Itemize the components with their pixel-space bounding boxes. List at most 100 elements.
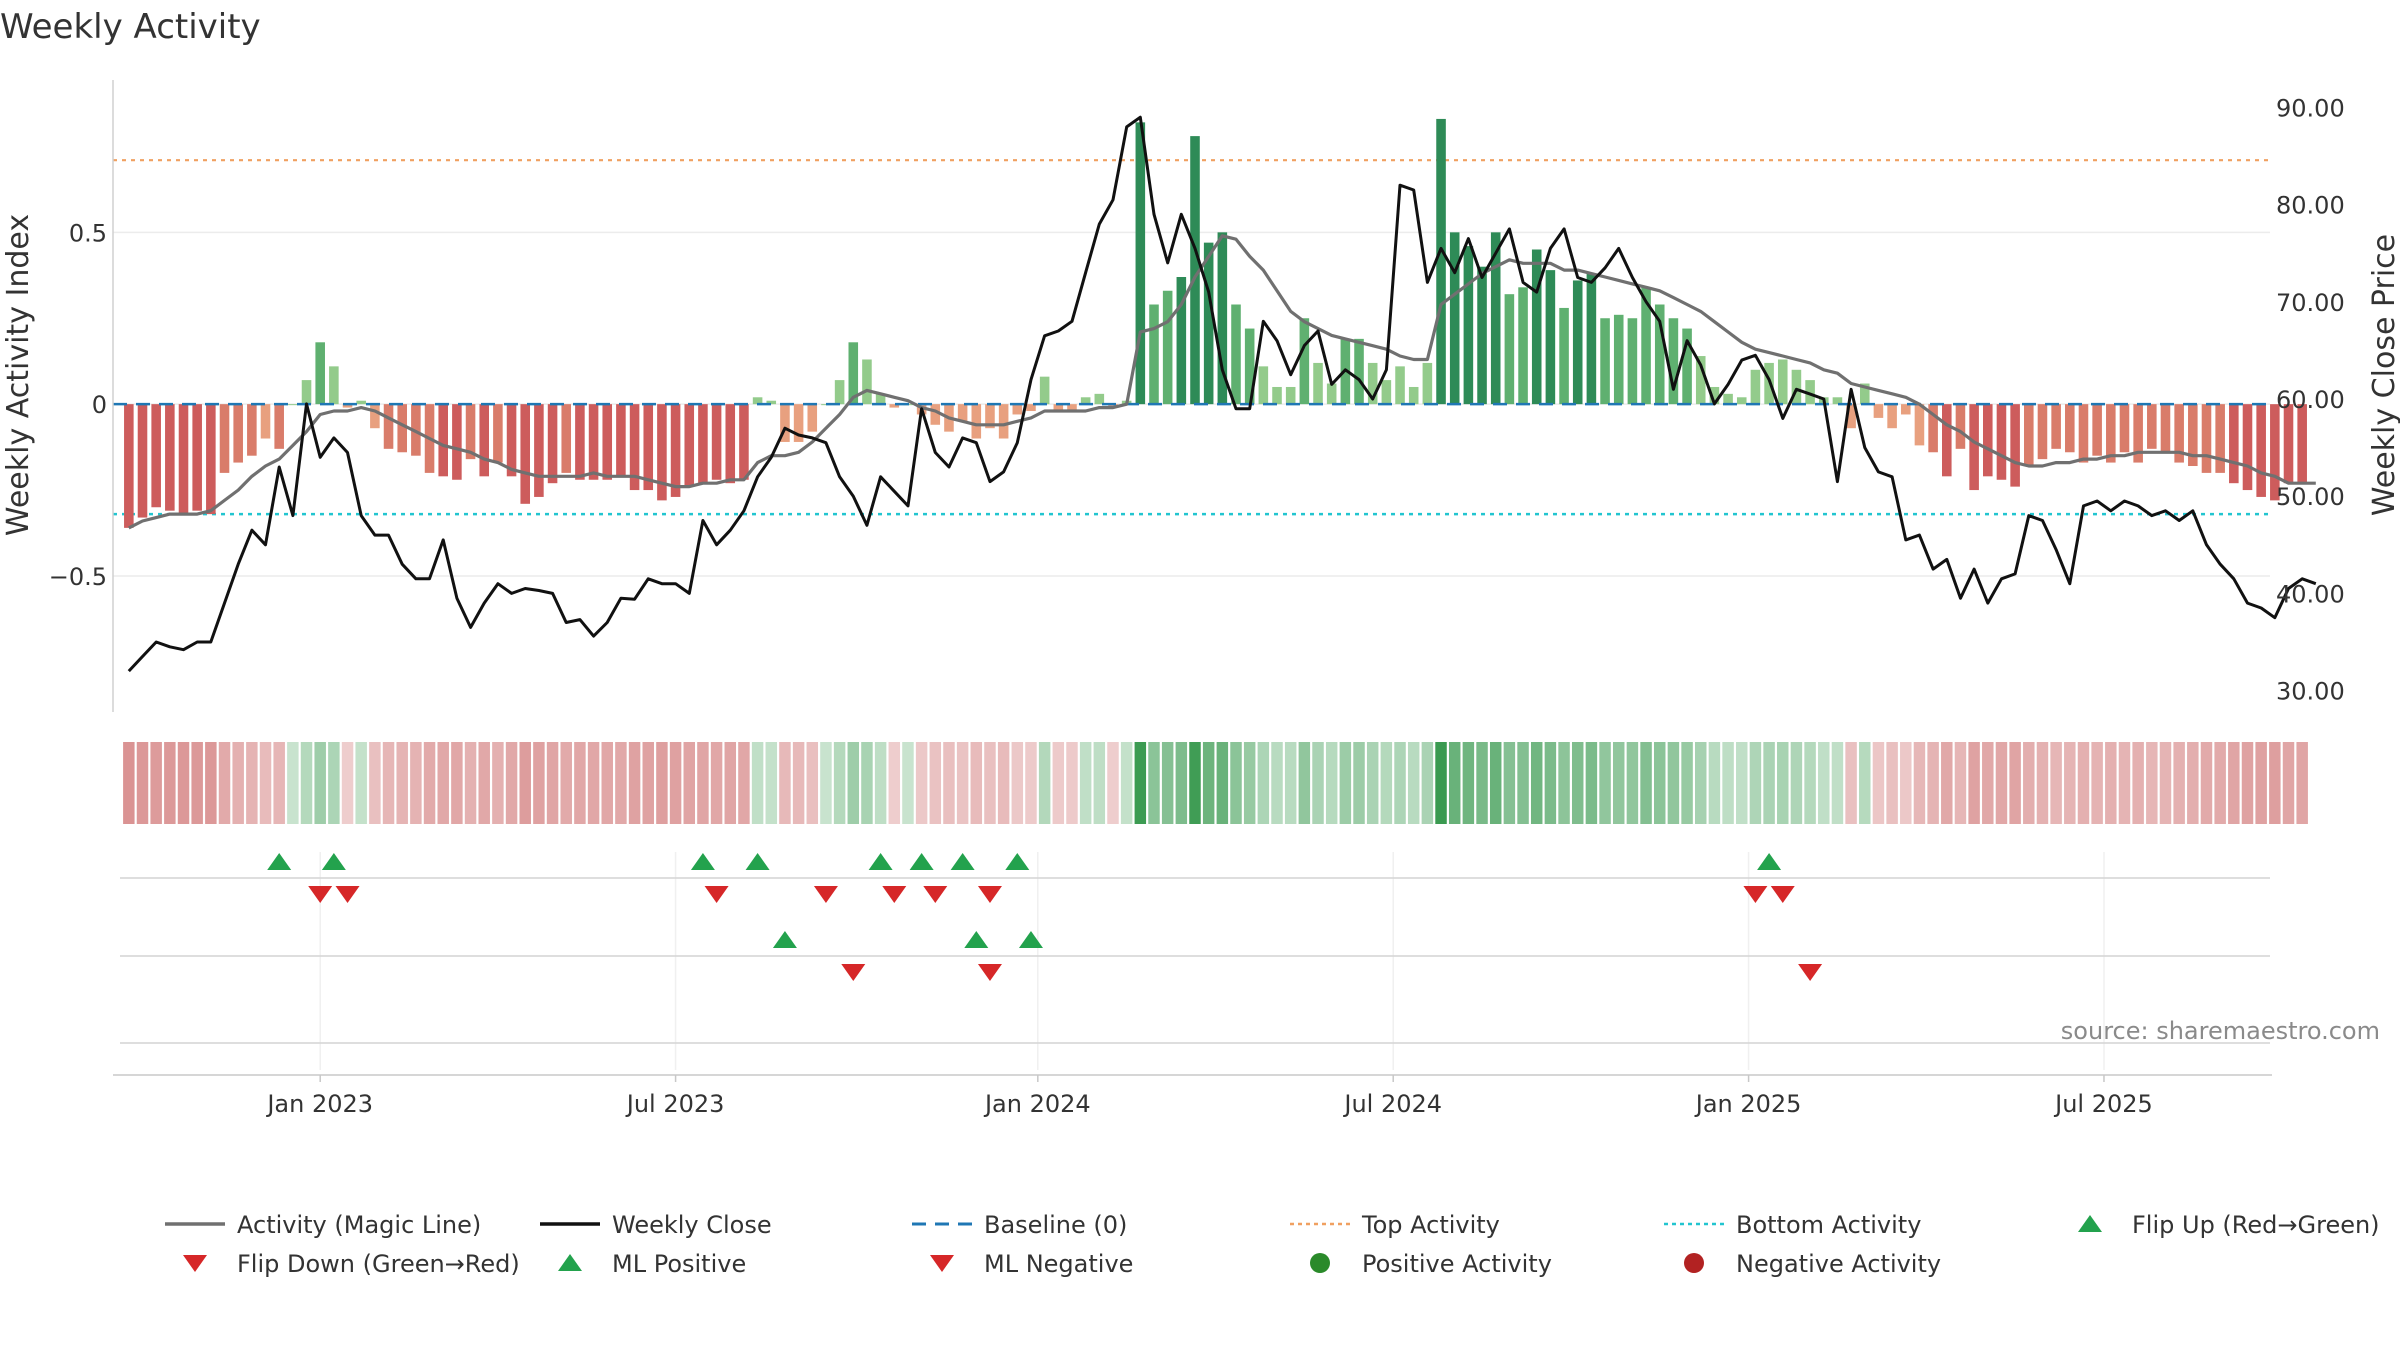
activity-strip-cell: [751, 742, 764, 824]
activity-bar: [1791, 369, 1802, 405]
activity-strip-cell: [519, 742, 531, 824]
activity-bar: [397, 404, 407, 453]
activity-bar: [438, 404, 449, 477]
activity-strip-cell: [1052, 742, 1065, 824]
ml-positive-marker: [772, 931, 797, 948]
activity-strip-cell: [1038, 742, 1051, 824]
activity-strip-cell: [1325, 742, 1338, 824]
activity-strip-cell: [2173, 742, 2185, 824]
activity-strip-cell: [2132, 742, 2144, 824]
activity-strip-cell: [779, 742, 791, 824]
activity-bar: [848, 342, 859, 405]
activity-bar: [985, 404, 995, 429]
activity-strip-cell: [1243, 742, 1256, 824]
legend-flip-down-green-red: Flip Down (Green→Red): [183, 1250, 520, 1278]
activity-bar: [1354, 338, 1364, 405]
activity-strip-cell: [1653, 742, 1666, 824]
activity-bar: [1203, 242, 1214, 405]
activity-bar: [1613, 314, 1624, 405]
activity-strip-cell: [1968, 742, 1980, 824]
activity-strip-cell: [1476, 742, 1488, 824]
activity-bar: [670, 404, 681, 497]
activity-bar: [1285, 386, 1296, 405]
activity-strip-cell: [2228, 742, 2240, 824]
activity-strip-cell: [2105, 742, 2117, 824]
activity-bar: [2242, 404, 2253, 491]
flip-down-marker: [308, 886, 333, 903]
ml-positive-marker: [964, 931, 989, 948]
activity-bar: [206, 404, 216, 515]
activity-strip-cell: [1175, 742, 1188, 824]
activity-bar: [178, 404, 189, 515]
flip-down-marker: [335, 886, 360, 903]
activity-bar: [1108, 404, 1118, 408]
activity-bar: [506, 404, 517, 477]
ml-positive-marker: [1018, 931, 1043, 948]
activity-strip-cell: [560, 742, 572, 824]
activity-strip-cell: [1927, 742, 1939, 824]
activity-strip-cell: [1913, 742, 1926, 824]
activity-bar: [1627, 318, 1638, 405]
activity-bar: [2229, 404, 2239, 484]
activity-bar: [1983, 404, 1993, 477]
legend-top-activity: Top Activity: [1290, 1211, 1500, 1239]
activity-strip-cell: [1667, 742, 1680, 824]
flip-up-marker: [745, 853, 770, 870]
x-tick-label: Jan 2025: [1694, 1090, 1802, 1118]
activity-bar: [329, 366, 339, 405]
activity-strip-cell: [2214, 742, 2226, 824]
activity-strip-cell: [669, 742, 682, 824]
activity-bar: [288, 404, 298, 406]
activity-strip-cell: [382, 742, 395, 824]
activity-bar: [1996, 404, 2007, 480]
activity-bar: [616, 404, 626, 477]
activity-strip-cell: [1954, 742, 1967, 824]
activity-strip-cell: [205, 742, 217, 824]
activity-strip-cell: [1353, 742, 1365, 824]
activity-bar: [657, 404, 667, 501]
activity-bar: [1914, 404, 1925, 446]
activity-strip-cell: [2282, 742, 2295, 824]
activity-strip-cell: [1216, 742, 1229, 824]
activity-bar: [1039, 376, 1050, 405]
legend-flip-up-red-green: Flip Up (Red→Green): [2078, 1211, 2380, 1239]
activity-bar: [752, 397, 763, 405]
activity-bar: [1531, 249, 1542, 405]
right-tick-label: 30.00: [2276, 678, 2345, 706]
activity-strip-cell: [505, 742, 518, 824]
activity-bar: [1272, 386, 1282, 405]
activity-bar: [1012, 404, 1023, 415]
activity-strip-cell: [2050, 742, 2062, 824]
x-axis: Jan 2023 Jul 2023 Jan 2024 Jul 2024 Jan 2025…: [265, 1075, 2153, 1118]
activity-strip-cell: [874, 742, 887, 824]
activity-strip-cell: [1503, 742, 1516, 824]
activity-strip-cell: [2118, 742, 2131, 824]
activity-strip-cell: [1708, 742, 1721, 824]
activity-bar: [2201, 404, 2212, 473]
right-axis-label: Weekly Close Price: [2367, 234, 2400, 516]
activity-bar: [1135, 122, 1146, 405]
activity-strip-cell: [628, 742, 641, 824]
chart-title: Weekly Activity: [0, 7, 261, 47]
activity-strip-cell: [492, 742, 504, 824]
activity-bar: [957, 404, 968, 422]
activity-bar: [2119, 404, 2130, 453]
activity-bar: [684, 404, 695, 487]
activity-strip-cell: [1530, 742, 1543, 824]
activity-bar: [1928, 404, 1938, 453]
activity-strip-cell: [929, 742, 942, 824]
activity-bar: [2010, 404, 2020, 487]
activity-strip-cell: [2241, 742, 2254, 824]
activity-bar: [534, 404, 544, 497]
activity-strip-cell: [314, 742, 326, 824]
activity-strip-cell: [1599, 742, 1611, 824]
activity-strip-cell: [847, 742, 860, 824]
activity-strip-cell: [191, 742, 203, 824]
left-tick-label: 0.5: [69, 219, 107, 247]
activity-bar: [1600, 318, 1610, 405]
activity-strip-cell: [1407, 742, 1420, 824]
activity-strip-cell: [710, 742, 723, 824]
activity-strip-cell: [1763, 742, 1775, 824]
activity-bar: [1326, 383, 1337, 405]
activity-strip-cell: [369, 742, 381, 824]
